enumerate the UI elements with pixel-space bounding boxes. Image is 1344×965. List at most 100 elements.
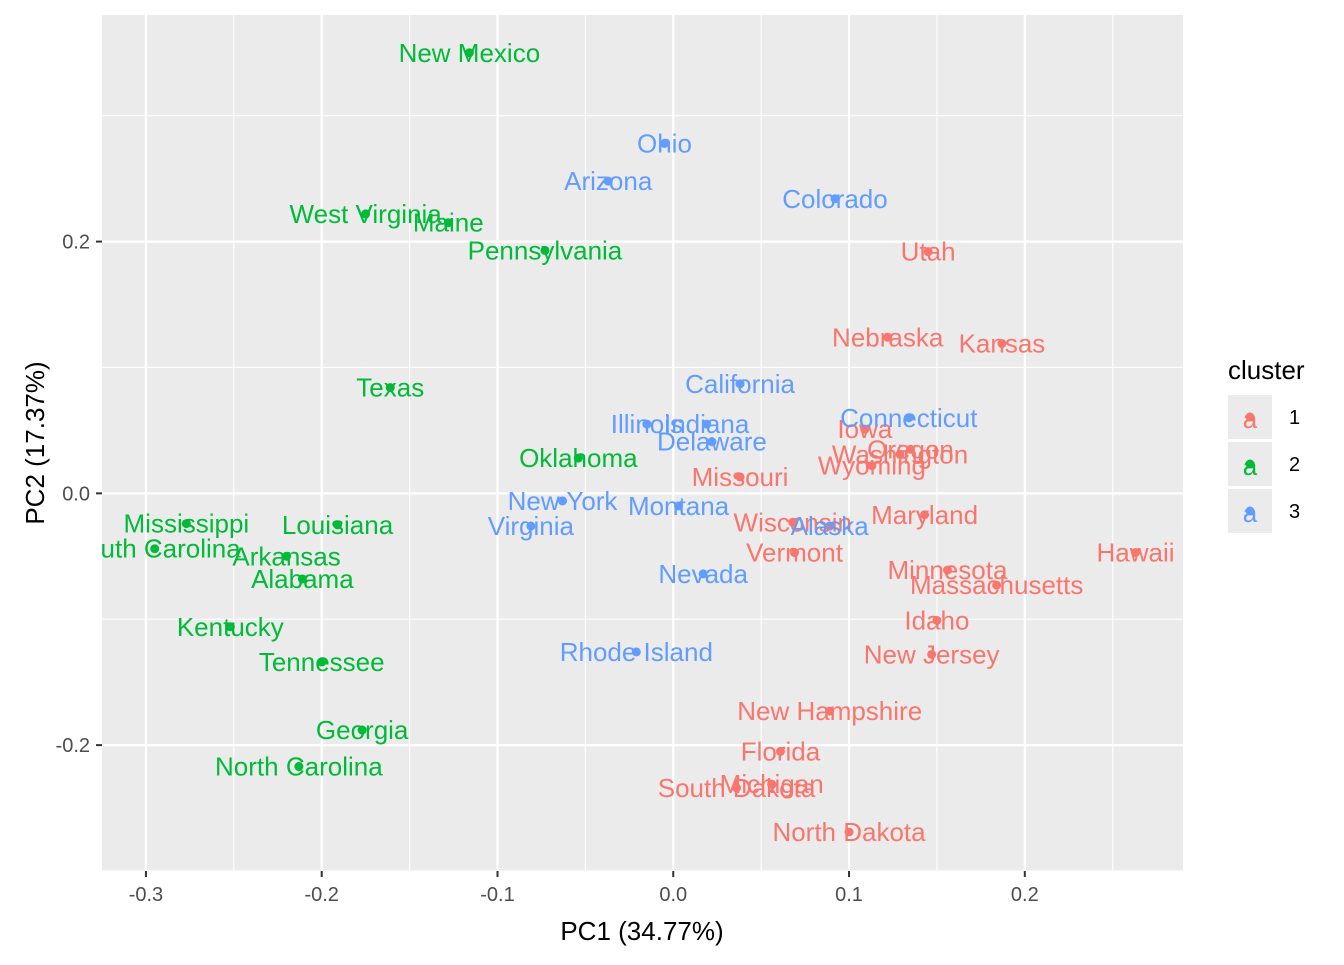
data-label: West Virginia <box>290 199 443 229</box>
data-point <box>297 574 307 584</box>
legend-label: 3 <box>1289 501 1300 523</box>
x-tick-label: 0.2 <box>1011 884 1039 906</box>
x-tick-label: -0.1 <box>480 884 514 906</box>
plot-panel <box>102 15 1183 871</box>
data-label: Louisiana <box>282 510 394 540</box>
data-label: Alaska <box>791 511 870 541</box>
data-point <box>282 551 292 561</box>
data-point <box>923 247 933 257</box>
data-label: New Mexico <box>399 38 541 68</box>
labels-layer: Utah Nebraska Kansas IowaOregonWashingtonWy… <box>69 38 1175 847</box>
data-point <box>895 449 905 459</box>
data-label: South Carolina <box>69 534 242 564</box>
data-point <box>674 501 684 511</box>
data-label: Kentucky <box>177 612 284 642</box>
data-point <box>181 519 191 529</box>
legend-glyph: a <box>1243 451 1258 481</box>
data-label: Oklahoma <box>519 443 638 473</box>
data-label: Colorado <box>782 184 888 214</box>
data-label: New York <box>508 486 619 516</box>
data-point <box>294 762 304 772</box>
data-label: Illinois <box>611 409 683 439</box>
data-point <box>883 332 893 342</box>
data-point <box>631 647 641 657</box>
data-label: Virginia <box>488 511 575 541</box>
data-label: Alabama <box>251 564 354 594</box>
data-point <box>735 379 745 389</box>
data-point <box>920 510 930 520</box>
data-label: North Carolina <box>215 752 383 782</box>
data-point <box>860 424 870 434</box>
data-point <box>767 779 777 789</box>
data-label: South Dakota <box>658 773 816 803</box>
data-point <box>735 472 745 482</box>
x-axis: -0.3 -0.2 -0.1 0.0 0.1 0.2 <box>129 871 1039 906</box>
data-point <box>844 827 854 837</box>
data-label: Ohio <box>637 128 692 158</box>
data-label: Montana <box>628 491 730 521</box>
grid-minor <box>102 15 1183 872</box>
data-point <box>317 657 327 667</box>
y-tick-label: 0.0 <box>62 483 90 505</box>
x-tick-label: -0.3 <box>129 884 163 906</box>
grid-major <box>102 15 1183 871</box>
data-label: Iowa <box>837 414 892 444</box>
data-label: Hawaii <box>1097 538 1175 568</box>
y-axis-title: PC2 (17.37%) <box>20 361 50 524</box>
data-label: Maryland <box>871 500 978 530</box>
data-label: Minnesota <box>887 555 1007 585</box>
data-point <box>558 496 568 506</box>
data-point <box>361 209 371 219</box>
data-label: Delaware <box>657 427 767 457</box>
data-label: Missouri <box>692 462 789 492</box>
data-label: New Hampshire <box>737 696 922 726</box>
legend-title: cluster <box>1228 355 1305 385</box>
data-point <box>867 461 877 471</box>
data-point <box>526 521 536 531</box>
data-point <box>790 548 800 558</box>
y-tick-label: 0.2 <box>62 232 90 254</box>
data-point <box>904 413 914 423</box>
data-label: Florida <box>741 736 821 766</box>
data-point <box>702 419 712 429</box>
data-point <box>927 649 937 659</box>
data-label: New Jersey <box>864 639 1000 669</box>
data-point <box>932 615 942 625</box>
y-axis: -0.2 0.0 0.2 <box>56 232 102 757</box>
data-label: Maine <box>413 208 484 238</box>
legend-point <box>1245 506 1255 516</box>
data-label: Tennessee <box>259 647 385 677</box>
data-point <box>942 565 952 575</box>
data-point <box>642 419 652 429</box>
data-point <box>825 706 835 716</box>
data-label: North Dakota <box>772 817 926 847</box>
legend-glyph: a <box>1243 404 1258 434</box>
legend-point <box>1245 412 1255 422</box>
data-label: Idaho <box>904 605 969 635</box>
y-tick-label: -0.2 <box>56 735 90 757</box>
legend-entries: a 1 a 2 a 3 <box>1228 395 1300 533</box>
legend-point <box>1245 459 1255 469</box>
x-tick-label: 0.0 <box>659 884 687 906</box>
data-label: Texas <box>356 373 424 403</box>
data-label: Vermont <box>746 538 844 568</box>
data-label: Wyoming <box>818 451 926 481</box>
data-point <box>698 569 708 579</box>
points-layer <box>150 48 1141 837</box>
legend-label: 2 <box>1289 454 1300 476</box>
x-axis-title: PC1 (34.77%) <box>560 916 723 946</box>
data-label: Washington <box>832 439 968 469</box>
data-label: Michigan <box>720 769 824 799</box>
data-label: Utah <box>901 237 956 267</box>
data-point <box>825 521 835 531</box>
data-label: Wisconsin <box>734 507 852 537</box>
data-label: Nevada <box>658 559 748 589</box>
data-point <box>992 580 1002 590</box>
data-point <box>333 520 343 530</box>
data-point <box>603 176 613 186</box>
data-label: Nebraska <box>832 322 944 352</box>
data-point <box>385 383 395 393</box>
x-tick-label: 0.1 <box>835 884 863 906</box>
data-point <box>225 622 235 632</box>
data-label: Georgia <box>316 715 409 745</box>
